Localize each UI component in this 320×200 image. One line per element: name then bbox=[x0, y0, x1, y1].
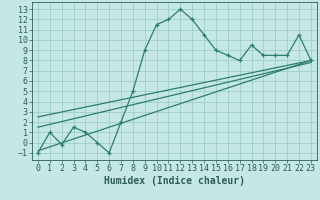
X-axis label: Humidex (Indice chaleur): Humidex (Indice chaleur) bbox=[104, 176, 245, 186]
